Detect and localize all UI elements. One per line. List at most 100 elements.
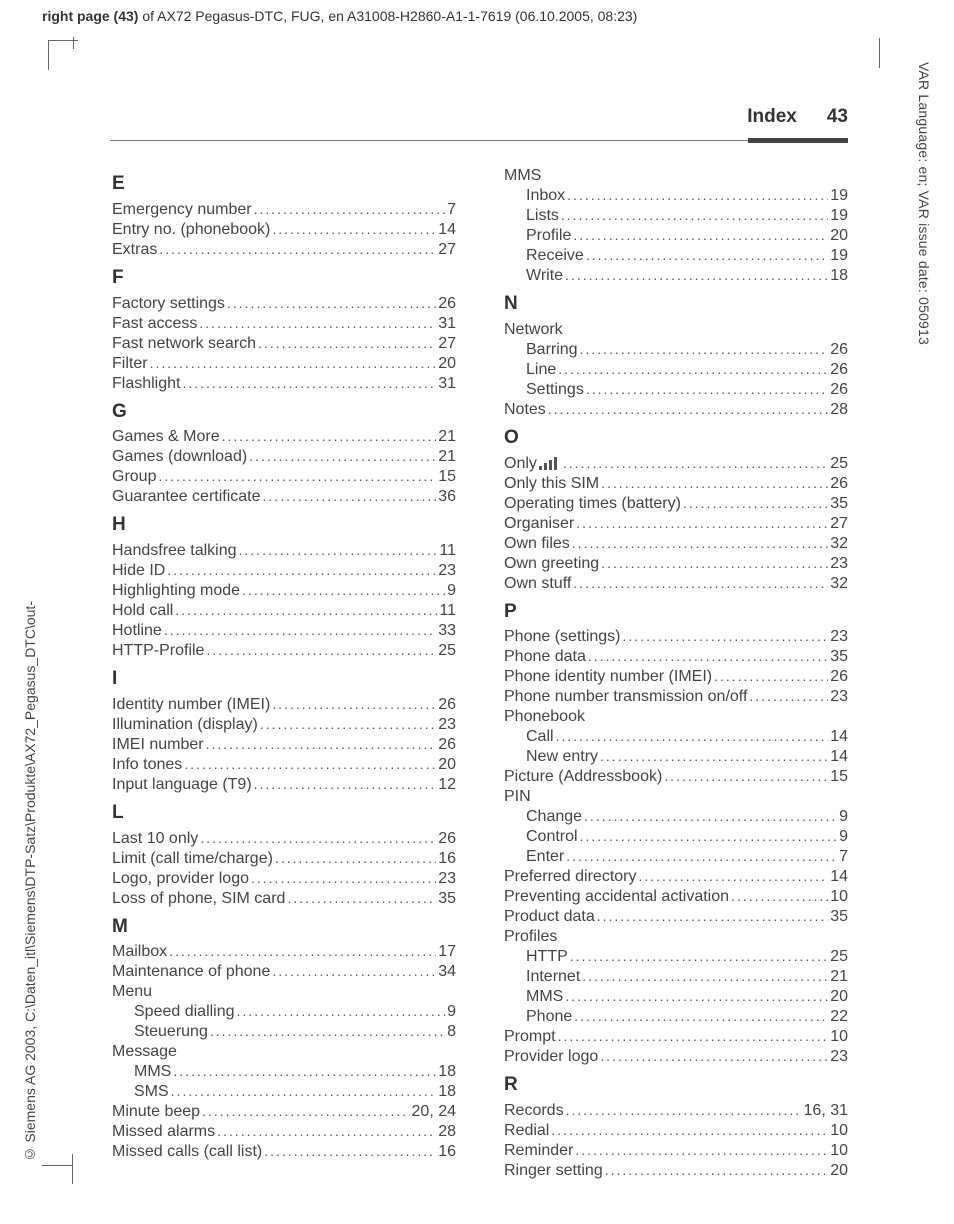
index-entry-page: 25 — [830, 947, 848, 967]
index-entry-label: MMS — [504, 166, 541, 186]
index-entry-page: 20 — [830, 1161, 848, 1181]
index-entry: Change9 — [504, 807, 848, 827]
var-language-sidebar: VAR Language: en; VAR issue date: 050913 — [916, 62, 932, 345]
index-entry: Handsfree talking11 — [112, 541, 456, 561]
index-entry-label: Hide ID — [112, 561, 165, 581]
leader-dots — [217, 1122, 436, 1142]
index-entry: Factory settings26 — [112, 294, 456, 314]
index-entry: New entry14 — [504, 747, 848, 767]
index-entry: Filter20 — [112, 354, 456, 374]
index-entry-label: SMS — [134, 1082, 169, 1102]
index-entry: Own files32 — [504, 534, 848, 554]
index-entry: Info tones20 — [112, 755, 456, 775]
leader-dots — [567, 186, 828, 206]
leader-dots — [563, 454, 828, 474]
index-entry-page: 15 — [830, 767, 848, 787]
index-entry-label: Games & More — [112, 427, 220, 447]
index-entry-label: Speed dialling — [134, 1002, 235, 1022]
page-side-label: right page (43) — [42, 8, 138, 24]
index-entry-label: Group — [112, 467, 156, 487]
leader-dots — [551, 1121, 828, 1141]
index-entry-page: 18 — [438, 1082, 456, 1102]
index-entry: Identity number (IMEI)26 — [112, 695, 456, 715]
index-entry-page: 20 — [438, 755, 456, 775]
index-entry: Barring26 — [504, 340, 848, 360]
index-entry-page: 26 — [830, 380, 848, 400]
index-entry: Minute beep20, 24 — [112, 1102, 456, 1122]
index-entry: HTTP-Profile25 — [112, 641, 456, 661]
index-entry: IMEI number26 — [112, 735, 456, 755]
leader-dots — [237, 1002, 446, 1022]
index-entry-label: Minute beep — [112, 1102, 200, 1122]
index-entry-page: 26 — [438, 735, 456, 755]
index-entry: Phone identity number (IMEI)26 — [504, 667, 848, 687]
index-entry-page: 25 — [438, 641, 456, 661]
index-entry-label: Prompt — [504, 1027, 556, 1047]
index-entry: Fast access31 — [112, 314, 456, 334]
leader-dots — [749, 687, 828, 707]
index-entry-label: Line — [526, 360, 556, 380]
leader-dots — [164, 621, 436, 641]
index-entry-page: 26 — [830, 360, 848, 380]
index-entry: Steuerung8 — [112, 1022, 456, 1042]
index-entry: Prompt10 — [504, 1027, 848, 1047]
index-entry: Operating times (battery)35 — [504, 494, 848, 514]
leader-dots — [580, 827, 838, 847]
leader-dots — [573, 574, 828, 594]
index-entry-label: Profiles — [504, 927, 557, 947]
leader-dots — [222, 427, 437, 447]
index-entry: Phone data35 — [504, 647, 848, 667]
index-entry-label: Missed calls (call list) — [112, 1142, 262, 1162]
index-section-letter: R — [504, 1073, 848, 1097]
index-entry: Inbox19 — [504, 186, 848, 206]
index-entry-label: Filter — [112, 354, 148, 374]
index-entry-label: Receive — [526, 246, 584, 266]
index-entry-page: 28 — [830, 400, 848, 420]
leader-dots — [150, 354, 437, 374]
index-entry-page: 10 — [830, 1141, 848, 1161]
index-entry: Call14 — [504, 727, 848, 747]
index-content: EEmergency number7Entry no. (phonebook)1… — [112, 166, 848, 1124]
index-entry-label: Loss of phone, SIM card — [112, 889, 285, 909]
index-column-left: EEmergency number7Entry no. (phonebook)1… — [112, 166, 456, 1124]
leader-dots — [558, 360, 828, 380]
index-entry-label: Maintenance of phone — [112, 962, 270, 982]
index-entry: Provider logo23 — [504, 1047, 848, 1067]
leader-dots — [159, 240, 436, 260]
leader-dots — [200, 829, 436, 849]
leader-dots — [586, 380, 828, 400]
index-entry: Product data35 — [504, 907, 848, 927]
index-section-letter: I — [112, 667, 456, 691]
index-entry-label: MMS — [134, 1062, 171, 1082]
index-section-letter: N — [504, 292, 848, 316]
index-entry: Enter7 — [504, 847, 848, 867]
leader-dots — [572, 534, 828, 554]
index-entry-label: Entry no. (phonebook) — [112, 220, 270, 240]
index-entry-page: 19 — [830, 246, 848, 266]
index-entry-page: 20 — [830, 226, 848, 246]
index-entry-page: 35 — [830, 907, 848, 927]
index-entry-label: Network — [504, 320, 563, 340]
index-entry-page: 17 — [438, 942, 456, 962]
leader-dots — [556, 727, 829, 747]
leader-dots — [254, 200, 445, 220]
leader-dots — [199, 314, 436, 334]
index-entry: Hold call11 — [112, 601, 456, 621]
index-entry-label: New entry — [526, 747, 598, 767]
index-entry-page: 14 — [830, 867, 848, 887]
leader-dots — [263, 487, 437, 507]
leader-dots — [582, 967, 828, 987]
index-entry-page: 10 — [830, 887, 848, 907]
index-entry-page: 28 — [438, 1122, 456, 1142]
index-heading: Menu — [112, 982, 456, 1002]
index-entry: Picture (Addressbook)15 — [504, 767, 848, 787]
leader-dots — [580, 340, 829, 360]
index-entry-label: Reminder — [504, 1141, 573, 1161]
index-entry-page: 33 — [438, 621, 456, 641]
index-entry-page: 19 — [830, 206, 848, 226]
index-entry-page: 15 — [438, 467, 456, 487]
index-entry: MMS20 — [504, 987, 848, 1007]
leader-dots — [566, 847, 837, 867]
index-entry-page: 26 — [438, 294, 456, 314]
index-entry-label: Inbox — [526, 186, 565, 206]
